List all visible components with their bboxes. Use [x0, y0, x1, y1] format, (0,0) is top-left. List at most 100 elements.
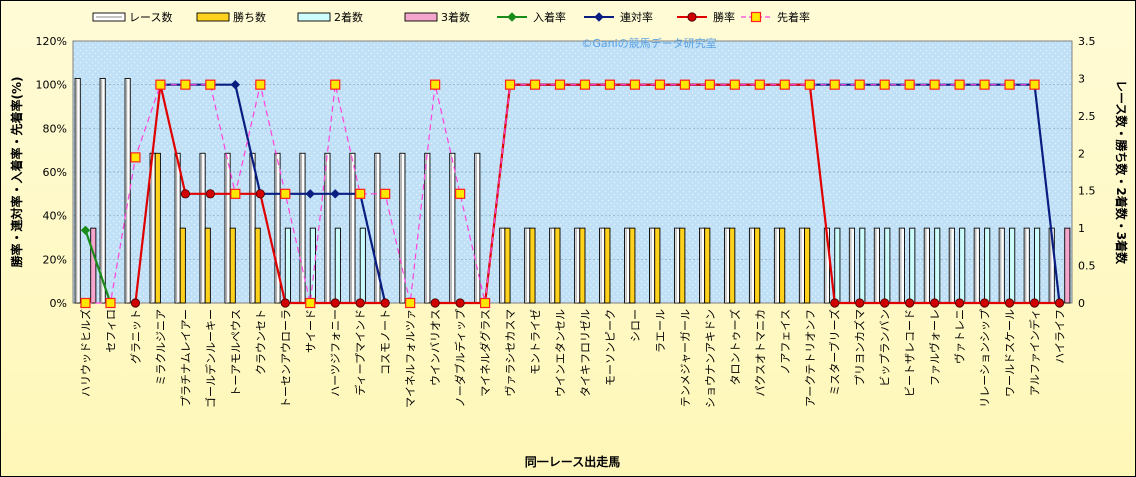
category-label: リレーションシップ [979, 309, 992, 408]
bar-2着数-rect [359, 227, 366, 304]
bar-レース数-rect [224, 152, 231, 304]
y-left-ticks: 0% 20% 40% 60% 80% 100% 120% [36, 35, 67, 310]
point-連対率 [305, 189, 315, 199]
bar-2着数 [909, 227, 916, 304]
category-label: ショウナンアキドン [704, 309, 717, 408]
point-先着率 [929, 79, 940, 90]
point-勝率 [280, 298, 290, 308]
bar-勝ち数-rect [604, 227, 611, 304]
y-right-tick: 1.5 [1078, 185, 1096, 198]
bar-2着数 [959, 227, 966, 304]
bar-レース数-rect [99, 77, 106, 304]
point-入着率 [507, 12, 517, 22]
bar-レース数-rect [249, 152, 256, 304]
bar-2着数 [359, 227, 366, 304]
legend-swatch [404, 12, 438, 22]
bar-レース数 [174, 152, 181, 304]
bar-レース数 [449, 152, 456, 304]
x-category-labels: ハリウッドヒルズ セフィロ グラニット ミラクルジニア プラチナムレイアー ゴールデンルー… [78, 309, 1066, 408]
category-label: ヴァトレニ [953, 309, 967, 364]
bar-レース数 [748, 227, 756, 304]
bar-レース数 [948, 227, 955, 304]
bar-レース数 [224, 152, 231, 304]
bar-レース数-rect [349, 152, 356, 304]
legend-item: 連対率 [584, 10, 653, 24]
category-label: セフィロ [104, 309, 117, 353]
point-勝率 [930, 298, 940, 308]
point-勝率 [687, 12, 697, 22]
bar-レース数 [249, 152, 256, 304]
category-label: タイキフロリゼル [579, 309, 592, 397]
point-先着率 [779, 79, 790, 90]
line-入着率 [84, 229, 112, 304]
bar-勝ち数-rect [779, 227, 786, 304]
y-axis-right-label: レース数・勝ち数・2着数・3着数 [1114, 80, 1129, 265]
legend-item: レース数 [92, 11, 172, 24]
category-label: ウインエタンセル [554, 309, 567, 397]
bar-レース数-rect [998, 227, 1005, 304]
y-right-tick: 3 [1078, 72, 1085, 85]
y-axis-left-label: 勝率・連対率・入着率・先着率(%) [9, 77, 24, 268]
category-label: プリヨンカズマ [853, 309, 867, 386]
bar-3着数-rect [90, 227, 97, 304]
category-label: モーソンピーク [604, 309, 617, 386]
bar-勝ち数 [504, 227, 511, 304]
bar-勝ち数 [629, 227, 636, 304]
bar-2着数 [984, 227, 991, 304]
bar-勝ち数-rect [679, 227, 686, 304]
point-先着率 [455, 188, 466, 199]
point-先着率 [879, 79, 890, 90]
bar-2着数-rect [984, 227, 991, 304]
bar-2着数 [1034, 227, 1041, 304]
point-勝率 [979, 298, 990, 308]
bar-レース数 [74, 77, 81, 304]
y-left-tick: 60% [43, 166, 67, 179]
bar-レース数-rect [923, 227, 930, 304]
bar-レース数-rect [549, 227, 556, 304]
bar-勝ち数 [229, 227, 236, 304]
bar-レース数 [499, 227, 506, 304]
bar-勝ち数 [754, 227, 761, 304]
category-label: ラエール [654, 309, 667, 353]
bar-勝ち数 [704, 227, 711, 304]
legend-item: 勝率 [677, 10, 735, 24]
category-label: トーアモルペウス [229, 309, 242, 397]
bar-レース数 [524, 227, 531, 304]
bar-勝ち数-rect [729, 227, 736, 304]
y-left-tick: 120% [36, 35, 67, 48]
bar-2着数 [859, 227, 866, 304]
line-先着率 [85, 84, 1035, 304]
bar-レース数 [324, 152, 331, 304]
point-勝率 [1004, 298, 1015, 308]
watermark: ©Ganiの競馬データ研究室 [581, 36, 716, 50]
bar-2着数-rect [859, 227, 866, 304]
bar-勝ち数 [579, 227, 586, 304]
bar-勝ち数 [654, 227, 661, 304]
category-label: コスモノート [379, 309, 392, 375]
legend-label: 連対率 [620, 10, 653, 24]
bar-レース数 [549, 227, 556, 304]
point-先着率 [604, 79, 616, 90]
bar-2着数-rect [884, 227, 891, 304]
bar-レース数 [349, 152, 356, 304]
legend-item: 2着数 [297, 10, 363, 24]
bar-レース数-rect [848, 227, 855, 304]
legend-item: 勝ち数 [196, 10, 266, 24]
point-勝率 [355, 298, 365, 308]
point-先着率 [479, 297, 491, 309]
category-label: モントライゼ [529, 309, 542, 375]
point-先着率 [829, 79, 840, 90]
category-label: タロントゥーズ [728, 309, 742, 385]
bar-2着数-rect [934, 227, 941, 304]
category-label: ワールドスケール [1004, 309, 1017, 397]
point-勝率 [380, 298, 390, 308]
bar-レース数-rect [973, 227, 980, 304]
legend-label: 先着率 [777, 10, 810, 24]
legend-label: 勝ち数 [233, 10, 266, 24]
point-先着率 [180, 79, 191, 90]
bar-レース数-rect [124, 77, 131, 304]
point-連対率 [330, 189, 340, 199]
point-勝率 [1054, 298, 1065, 308]
point-先着率 [754, 79, 765, 90]
